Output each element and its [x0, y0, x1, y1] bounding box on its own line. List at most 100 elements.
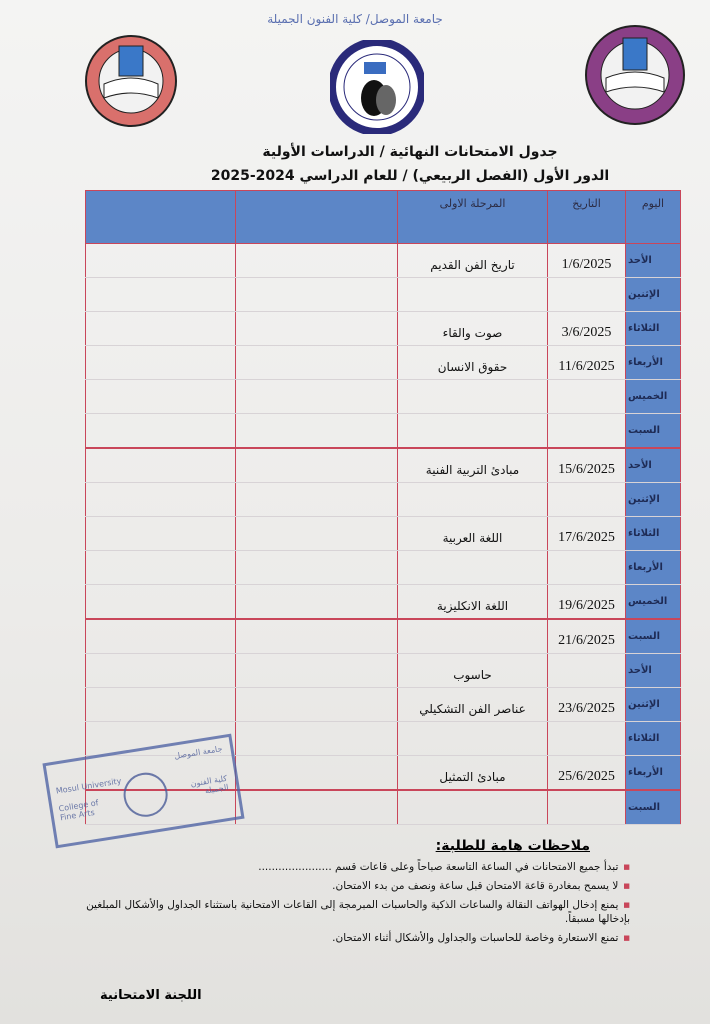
subject-cell: اللغة الانكليزية — [397, 584, 548, 620]
subject-cell: تاريخ الفن القديم — [397, 243, 548, 278]
day-cell: الثلاثاء — [625, 516, 681, 551]
subject-cell: اللغة العربية — [397, 516, 548, 551]
empty-cell — [85, 243, 236, 278]
stamp-text: College of Fine Arts — [58, 798, 100, 823]
subject-cell: مبادئ التربية الفنية — [397, 447, 548, 483]
table-row: السبت 21/6/2025 — [85, 618, 681, 654]
date-cell — [547, 550, 626, 585]
table-row: الخميس 19/6/2025 اللغة الانكليزية — [85, 584, 681, 620]
date-cell: 21/6/2025 — [547, 618, 626, 654]
day-cell: السبت — [625, 413, 681, 449]
day-cell: الأربعاء — [625, 550, 681, 585]
university-logo-left — [85, 35, 177, 127]
empty-cell — [85, 516, 236, 551]
header-date: التاريخ — [547, 190, 626, 244]
date-cell — [547, 721, 626, 756]
table-row: الخميس — [85, 379, 681, 414]
day-cell: الثلاثاء — [625, 311, 681, 346]
subject-cell: حاسوب — [397, 653, 548, 688]
page-subtitle: الدور الأول (الفصل الربيعي) / للعام الدر… — [210, 168, 610, 184]
day-cell: الإثنين — [625, 277, 681, 312]
page-title: جدول الامتحانات النهائية / الدراسات الأو… — [262, 144, 558, 160]
empty-cell — [85, 721, 236, 756]
empty-cell — [85, 311, 236, 346]
empty-cell — [235, 345, 398, 380]
subject-cell — [397, 379, 548, 414]
table-row: الأربعاء 25/6/2025 مبادئ التمثيل — [85, 755, 681, 791]
empty-cell — [235, 687, 398, 722]
table-row: السبت — [85, 789, 681, 825]
empty-cell — [85, 447, 236, 483]
university-name: جامعة الموصل/ كلية الفنون الجميلة — [267, 12, 443, 26]
date-cell — [547, 379, 626, 414]
date-cell: 1/6/2025 — [547, 243, 626, 278]
subject-cell — [397, 550, 548, 585]
subject-cell — [397, 413, 548, 449]
stamp-seal-icon — [120, 769, 171, 820]
header-empty-column — [235, 190, 398, 244]
day-cell: الإثنين — [625, 482, 681, 517]
college-of-fine-arts-logo — [585, 25, 685, 125]
exam-schedule-table: اليوم التاريخ المرحلة الاولى الأحد 1/6/20… — [85, 190, 681, 825]
day-cell: الثلاثاء — [625, 721, 681, 756]
date-cell: 15/6/2025 — [547, 447, 626, 483]
empty-cell — [235, 516, 398, 551]
table-row: الإثنين — [85, 277, 681, 312]
subject-cell — [397, 482, 548, 517]
note-item: لا يسمح بمغادرة قاعة الامتحان قبل ساعة و… — [70, 879, 630, 893]
empty-cell — [85, 550, 236, 585]
date-cell: 25/6/2025 — [547, 755, 626, 791]
date-cell: 17/6/2025 — [547, 516, 626, 551]
day-cell: الخميس — [625, 379, 681, 414]
day-cell: السبت — [625, 789, 681, 825]
day-cell: الأربعاء — [625, 345, 681, 380]
header-empty-column — [85, 190, 236, 244]
subject-cell — [397, 277, 548, 312]
day-cell: الأربعاء — [625, 755, 681, 791]
empty-cell — [85, 584, 236, 620]
empty-cell — [85, 653, 236, 688]
table-row: الأحد 15/6/2025 مبادئ التربية الفنية — [85, 447, 681, 483]
empty-cell — [85, 413, 236, 449]
empty-cell — [235, 618, 398, 654]
table-row: الثلاثاء 17/6/2025 اللغة العربية — [85, 516, 681, 551]
subject-cell — [397, 618, 548, 654]
date-cell — [547, 277, 626, 312]
empty-cell — [85, 345, 236, 380]
art-education-department-logo — [330, 40, 424, 134]
empty-cell — [235, 721, 398, 756]
empty-cell — [85, 482, 236, 517]
subject-cell: صوت والقاء — [397, 311, 548, 346]
note-item: يمنع إدخال الهواتف النقالة والساعات الذك… — [70, 898, 630, 926]
empty-cell — [235, 243, 398, 278]
exam-committee-signature: اللجنة الامتحانية — [100, 988, 202, 1003]
note-item: تمنع الاستعارة وخاصة للحاسبات والجداول و… — [70, 931, 630, 945]
empty-cell — [85, 618, 236, 654]
table-row: الإثنين 23/6/2025 عناصر الفن التشكيلي — [85, 687, 681, 722]
empty-cell — [235, 653, 398, 688]
note-item: تبدأ جميع الامتحانات في الساعة التاسعة ص… — [70, 860, 630, 874]
subject-cell: حقوق الانسان — [397, 345, 548, 380]
empty-cell — [235, 311, 398, 346]
subject-cell: عناصر الفن التشكيلي — [397, 687, 548, 722]
subject-cell: مبادئ التمثيل — [397, 755, 548, 791]
empty-cell — [235, 379, 398, 414]
stamp-text: كلية الفنون الجميلة — [189, 773, 230, 796]
header-day: اليوم — [625, 190, 681, 244]
empty-cell — [85, 789, 236, 825]
empty-cell — [235, 550, 398, 585]
table-row: الأربعاء 11/6/2025 حقوق الانسان — [85, 345, 681, 380]
empty-cell — [235, 482, 398, 517]
stamp-text: Mosul University — [55, 776, 122, 796]
date-cell — [547, 482, 626, 517]
day-cell: الأحد — [625, 447, 681, 483]
empty-cell — [85, 755, 236, 791]
empty-cell — [235, 789, 398, 825]
header-first-stage: المرحلة الاولى — [397, 190, 548, 244]
date-cell: 11/6/2025 — [547, 345, 626, 380]
table-row: الأربعاء — [85, 550, 681, 585]
table-row: الإثنين — [85, 482, 681, 517]
table-row: الثلاثاء 3/6/2025 صوت والقاء — [85, 311, 681, 346]
empty-cell — [85, 379, 236, 414]
